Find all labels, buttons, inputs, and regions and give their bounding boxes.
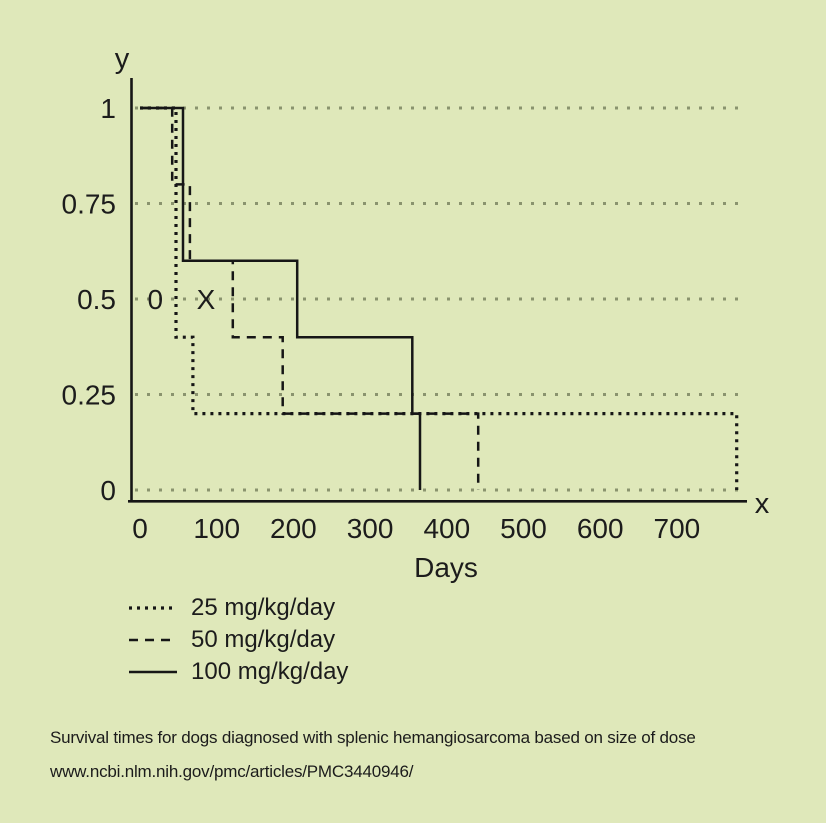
series-curve-25mg: [140, 106, 739, 490]
annotation-X: X: [197, 284, 216, 315]
annotation-0: 0: [148, 284, 164, 315]
x-tick-label-300: 300: [347, 513, 394, 544]
x-tick-label-200: 200: [270, 513, 317, 544]
legend-label-50mg: 50 mg/kg/day: [191, 625, 336, 653]
x-tick-label-400: 400: [423, 513, 470, 544]
legend-label-25mg: 25 mg/kg/day: [191, 593, 336, 621]
dotted-line-swatch: [129, 605, 177, 610]
caption-text: Survival times for dogs diagnosed with s…: [50, 728, 696, 747]
y-axis-letter: y: [115, 43, 130, 75]
series-curve-50mg: [140, 106, 480, 490]
y-tick-label-0.5: 0.5: [77, 284, 116, 315]
dashed-line-swatch: [129, 638, 177, 641]
legend-item-25mg: 25 mg/kg/day: [128, 593, 348, 621]
source-url: www.ncbi.nlm.nih.gov/pmc/articles/PMC344…: [50, 762, 414, 781]
x-tick-label-500: 500: [500, 513, 547, 544]
chart-legend: 25 mg/kg/day 50 mg/kg/day 100 mg/kg/day: [128, 593, 349, 685]
x-axis-letter: x: [755, 488, 770, 520]
series-curve-100mg: [140, 106, 422, 490]
legend-label-100mg: 100 mg/kg/day: [191, 657, 349, 685]
x-tick-label-100: 100: [193, 513, 240, 544]
x-axis-title: Days: [414, 552, 478, 583]
y-tick-label-0.25: 0.25: [62, 380, 117, 411]
x-tick-label-0: 0: [132, 513, 148, 544]
y-tick-label-0.75: 0.75: [62, 189, 117, 220]
y-tick-label-0: 0: [100, 475, 116, 506]
legend-item-100mg: 100 mg/kg/day: [128, 657, 349, 685]
y-tick-label-1: 1: [100, 93, 116, 124]
solid-line-swatch: [129, 670, 177, 673]
x-tick-label-700: 700: [654, 513, 701, 544]
x-tick-label-600: 600: [577, 513, 624, 544]
legend-item-50mg: 50 mg/kg/day: [128, 625, 348, 653]
